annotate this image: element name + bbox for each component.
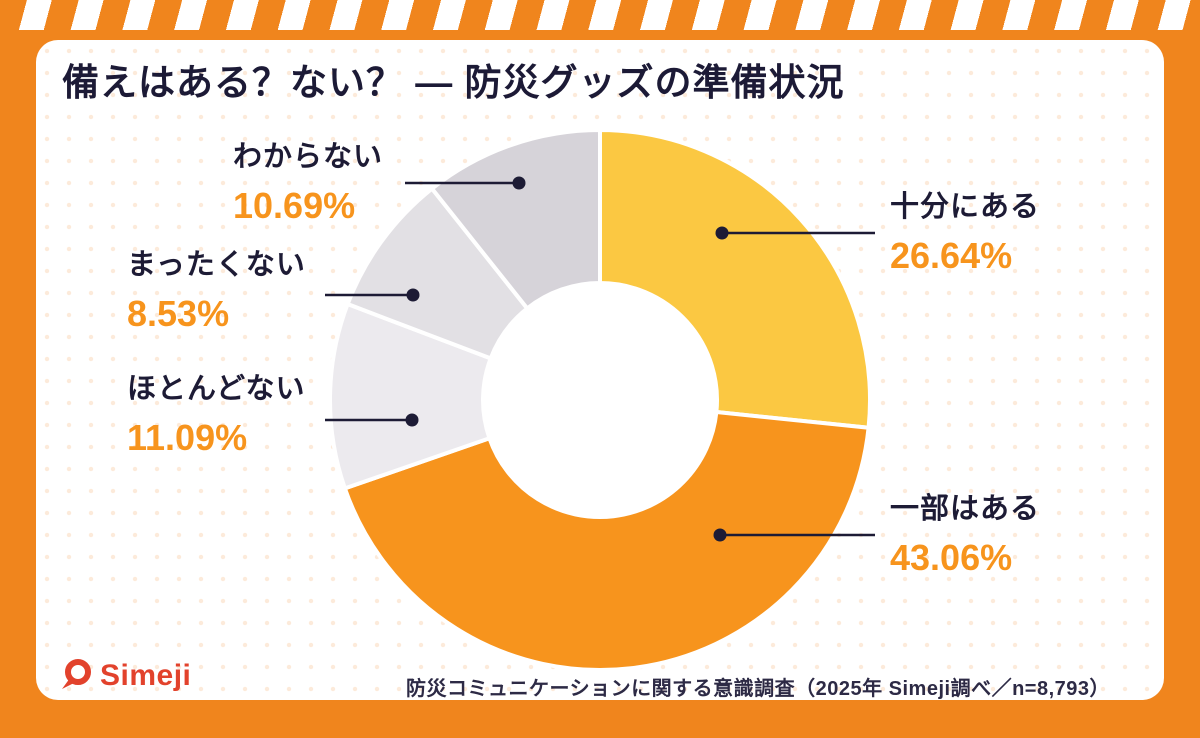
callout-sufficient-label: 十分にある: [890, 191, 1041, 223]
leader-dot-none-at-all: [406, 288, 420, 302]
callout-none-at-all-value: 8.53%: [127, 292, 230, 334]
callout-sufficient: 十分にある 26.64%: [890, 191, 1041, 276]
callout-mostly-none: ほとんどない 11.09%: [127, 373, 306, 458]
callout-unknown: わからない 10.69%: [233, 141, 384, 226]
callout-partial-label: 一部はある: [890, 493, 1041, 525]
callout-mostly-none-label: ほとんどない: [127, 373, 306, 405]
leader-dot-mostly-none: [405, 413, 419, 427]
donut-hole: [483, 283, 717, 517]
callout-partial: 一部はある 43.06%: [890, 493, 1041, 578]
leader-dot-unknown: [512, 176, 526, 190]
donut-chart: [325, 128, 875, 672]
survey-source-note: 防災コミュニケーションに関する意識調査（2025年 Simeji調べ／n=8,7…: [406, 678, 1111, 700]
hazard-stripe-band: [0, 0, 1200, 30]
page-title: 備えはある？ない？ ― 防災グッズの準備状況: [62, 62, 845, 103]
callout-unknown-label: わからない: [233, 141, 384, 173]
callout-none-at-all: まったくない 8.53%: [127, 249, 306, 334]
simeji-speech-bubble-icon: [62, 659, 91, 689]
leader-dot-sufficient: [715, 226, 729, 240]
callout-mostly-none-value: 11.09%: [127, 416, 248, 458]
callout-none-at-all-label: まったくない: [127, 249, 306, 281]
callout-sufficient-value: 26.64%: [890, 234, 1013, 276]
simeji-logo: Simeji: [58, 658, 191, 694]
simeji-logo-text: Simeji: [100, 659, 192, 692]
callout-unknown-value: 10.69%: [233, 184, 356, 226]
callout-partial-value: 43.06%: [890, 536, 1013, 578]
leader-dot-partial: [713, 528, 727, 542]
